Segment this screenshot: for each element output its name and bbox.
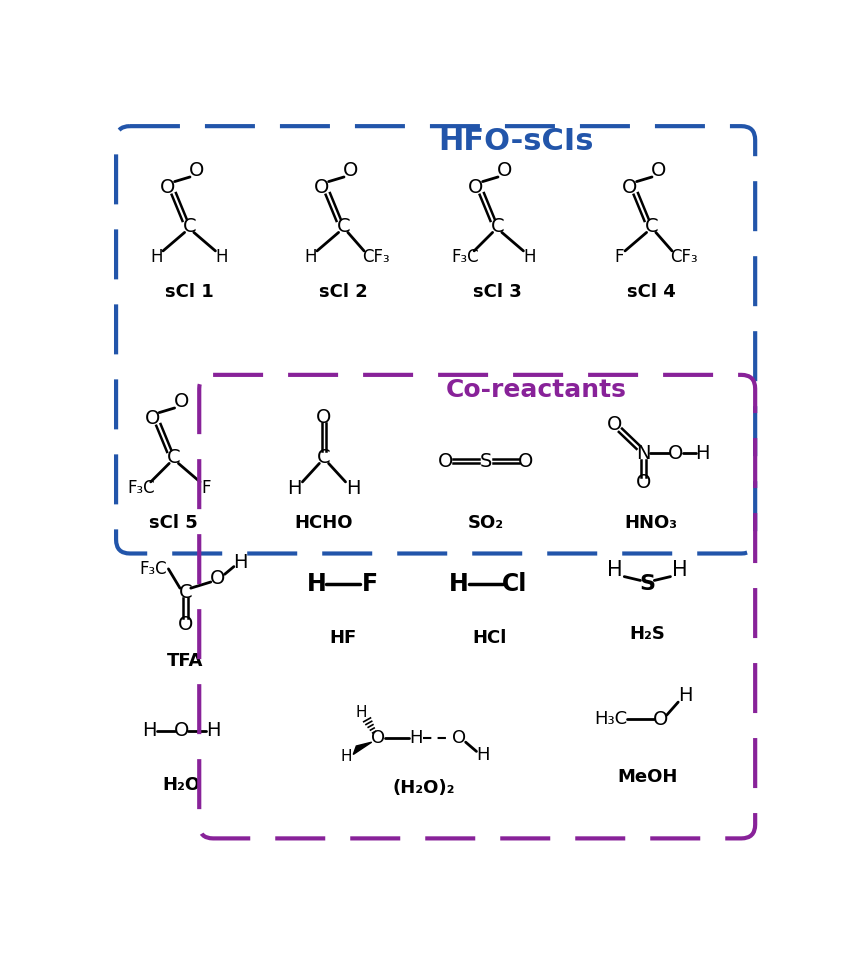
Text: H: H <box>477 746 490 764</box>
Text: H: H <box>524 248 536 266</box>
Text: O: O <box>497 161 513 180</box>
Text: O: O <box>160 179 175 198</box>
Text: O: O <box>636 473 651 492</box>
Text: H: H <box>306 572 326 596</box>
Text: N: N <box>637 444 651 463</box>
Text: sCl 3: sCl 3 <box>473 283 522 301</box>
Text: F: F <box>201 479 211 497</box>
Text: F: F <box>615 248 624 266</box>
Text: C: C <box>337 217 350 236</box>
Text: H: H <box>346 478 360 498</box>
Text: O: O <box>174 393 190 412</box>
Text: sCl 4: sCl 4 <box>626 283 676 301</box>
Text: C: C <box>317 448 331 467</box>
Text: O: O <box>144 410 160 428</box>
Text: O: O <box>451 730 466 748</box>
Text: S: S <box>639 574 655 594</box>
Text: H₂O: H₂O <box>162 775 201 794</box>
Text: O: O <box>174 721 190 740</box>
Text: H: H <box>234 553 248 572</box>
Text: O: O <box>518 452 534 471</box>
Text: H: H <box>215 248 228 266</box>
Text: H: H <box>677 687 693 706</box>
Text: O: O <box>468 179 484 198</box>
Text: Co-reactants: Co-reactants <box>445 378 626 402</box>
Text: C: C <box>490 217 504 236</box>
Text: F: F <box>362 572 378 596</box>
Text: O: O <box>343 161 359 180</box>
Text: C: C <box>178 583 192 602</box>
Text: H: H <box>607 561 623 581</box>
Text: H: H <box>287 478 302 498</box>
Text: HNO₃: HNO₃ <box>625 514 677 532</box>
Text: O: O <box>607 414 622 434</box>
Text: O: O <box>668 444 683 463</box>
Text: H: H <box>341 749 352 763</box>
Text: TFA: TFA <box>167 652 203 670</box>
Text: O: O <box>190 161 205 180</box>
Text: CF₃: CF₃ <box>362 248 389 266</box>
Text: SO₂: SO₂ <box>468 514 504 532</box>
Text: F₃C: F₃C <box>128 479 156 497</box>
Text: HCHO: HCHO <box>295 514 354 532</box>
Text: sCl 1: sCl 1 <box>165 283 213 301</box>
Text: HCl: HCl <box>473 629 507 647</box>
Text: C: C <box>644 217 658 236</box>
Text: F₃C: F₃C <box>139 560 167 578</box>
Text: CF₃: CF₃ <box>670 248 697 266</box>
Polygon shape <box>354 742 371 754</box>
Text: S: S <box>479 452 492 471</box>
Text: H₂S: H₂S <box>630 626 666 644</box>
Text: H: H <box>449 572 468 596</box>
Text: C: C <box>167 448 181 467</box>
Text: MeOH: MeOH <box>617 768 677 786</box>
Text: O: O <box>316 408 332 427</box>
Text: H₃C: H₃C <box>595 711 628 728</box>
Text: O: O <box>210 568 225 587</box>
Text: sCl 5: sCl 5 <box>150 514 198 532</box>
Text: H: H <box>142 721 156 740</box>
Text: O: O <box>438 452 453 471</box>
Text: H: H <box>150 248 163 266</box>
Text: sCl 2: sCl 2 <box>319 283 367 301</box>
Text: F₃C: F₃C <box>451 248 479 266</box>
Text: O: O <box>178 615 193 634</box>
Text: (H₂O)₂: (H₂O)₂ <box>393 779 456 797</box>
Text: H: H <box>672 561 688 581</box>
Text: O: O <box>314 179 329 198</box>
Text: Cl: Cl <box>502 572 528 596</box>
Text: C: C <box>183 217 196 236</box>
Text: O: O <box>371 730 385 748</box>
Text: O: O <box>622 179 638 198</box>
Text: H: H <box>207 721 221 740</box>
Text: O: O <box>651 161 666 180</box>
Text: H: H <box>304 248 317 266</box>
Text: H: H <box>410 730 423 748</box>
Text: H: H <box>695 444 710 463</box>
Text: O: O <box>653 710 668 729</box>
Text: H: H <box>355 705 366 720</box>
Text: HFO-sCIs: HFO-sCIs <box>439 127 594 156</box>
Text: HF: HF <box>330 629 357 647</box>
